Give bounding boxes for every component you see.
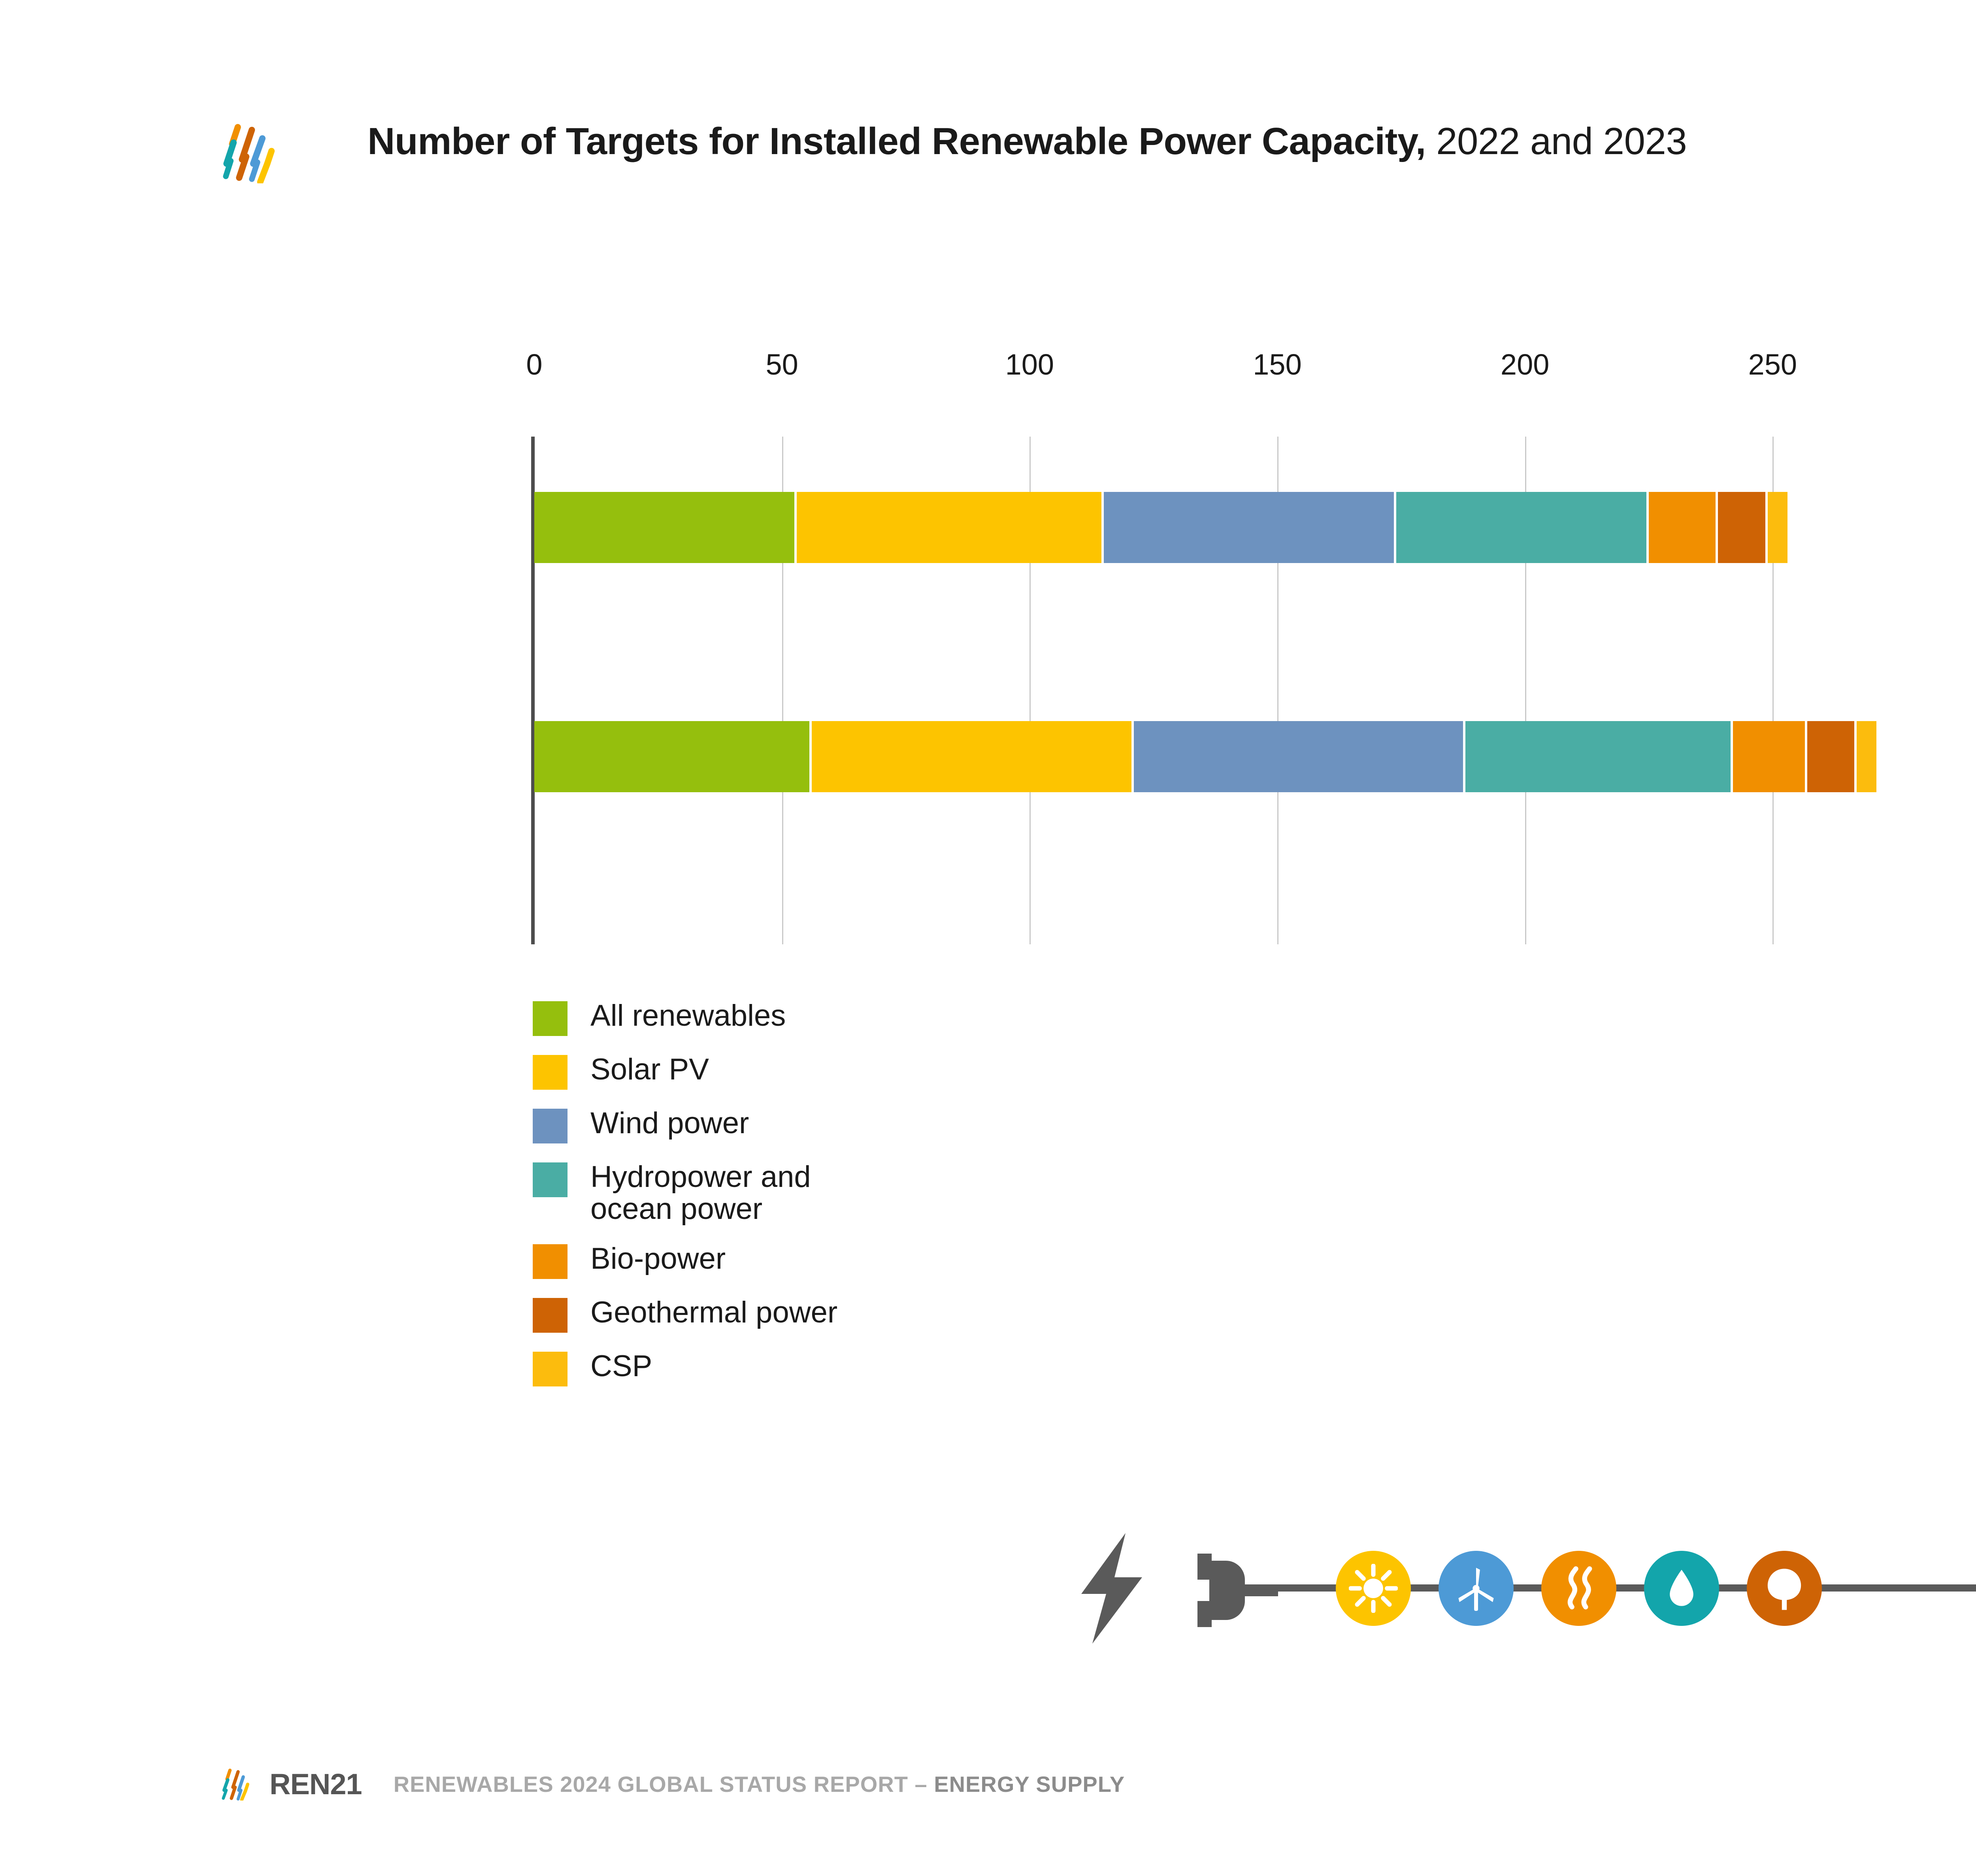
legend-label: Hydropower and ocean power [590, 1160, 811, 1226]
wind-turbine-icon [1439, 1551, 1514, 1626]
bar-segment [1133, 721, 1466, 792]
gridline [1277, 437, 1278, 944]
bar-segment [1104, 492, 1396, 563]
legend-swatch [533, 1351, 568, 1386]
x-tick-label: 250 [1748, 348, 1797, 381]
legend-swatch [533, 1162, 568, 1197]
icon-strip [1067, 1525, 1976, 1652]
stacked-bar-chart: 050100150200250300 Number of targets Exi… [526, 348, 1976, 944]
chart-legend: All renewables Solar PV Wind power Hydropow… [533, 1000, 1086, 1404]
header: Number of Targets for Installed Renewabl… [221, 115, 1976, 194]
x-tick-label: 100 [1005, 348, 1054, 381]
page-title: Number of Targets for Installed Renewabl… [368, 122, 1687, 160]
gridline [1772, 437, 1774, 944]
bar-2022 [534, 492, 1787, 563]
legend-item[interactable]: CSP [533, 1350, 1086, 1386]
legend-label: Solar PV [590, 1053, 709, 1086]
legend-item[interactable]: Geothermal power [533, 1296, 1086, 1333]
lightning-bolt-icon [1081, 1533, 1142, 1644]
legend-item[interactable]: Hydropower and ocean power [533, 1161, 1086, 1225]
bar-segment [811, 721, 1134, 792]
solar-sun-icon [1336, 1551, 1411, 1626]
bar-segment [1767, 492, 1787, 563]
bar-segment [797, 492, 1104, 563]
footer: REN21 RENEWABLES 2024 GLOBAL STATUS REPO… [221, 1760, 1125, 1808]
footer-logo-text: REN21 [270, 1767, 362, 1801]
legend-label: Bio-power [590, 1241, 726, 1275]
legend-swatch [533, 1055, 568, 1090]
page-title-bold: Number of Targets for Installed Renewabl… [368, 120, 1426, 162]
gridline [1029, 437, 1031, 944]
bar-2023 [534, 721, 1877, 792]
geothermal-waves-icon [1541, 1551, 1616, 1626]
footer-caption-bold: ENERGY SUPPLY [934, 1771, 1125, 1797]
x-tick-label: 50 [766, 348, 798, 381]
legend-label: Geothermal power [590, 1295, 838, 1329]
legend-label: Wind power [590, 1106, 749, 1140]
legend-swatch [533, 1298, 568, 1333]
bar-segment [534, 721, 812, 792]
legend-swatch [533, 1244, 568, 1279]
bar-segment [1396, 492, 1649, 563]
bar-segment [1465, 721, 1733, 792]
bar-segment [1807, 721, 1857, 792]
power-plug-icon [1197, 1554, 1278, 1627]
page-title-regular: 2022 and 2023 [1425, 120, 1687, 162]
legend-item[interactable]: Solar PV [533, 1053, 1086, 1090]
bar-segment [1857, 721, 1877, 792]
ren21-footer-mark-icon [222, 1769, 249, 1801]
legend-swatch [533, 1001, 568, 1036]
legend-item[interactable]: Bio-power [533, 1241, 1086, 1279]
water-drop-icon [1644, 1551, 1719, 1626]
ren21-logo-mark-icon [223, 124, 275, 183]
legend-label: CSP [590, 1349, 652, 1383]
plot-area [534, 437, 1976, 944]
bar-segment [534, 492, 797, 563]
biomass-tree-icon [1747, 1551, 1822, 1626]
x-tick-label: 150 [1253, 348, 1302, 381]
legend-swatch [533, 1109, 568, 1143]
gridline [782, 437, 783, 944]
y-axis-line [531, 437, 535, 944]
legend-item[interactable]: Wind power [533, 1107, 1086, 1143]
bar-segment [1648, 492, 1718, 563]
footer-caption: RENEWABLES 2024 GLOBAL STATUS REPORT – E… [394, 1771, 1125, 1797]
legend-item[interactable]: All renewables [533, 1000, 1086, 1036]
x-tick-label: 200 [1500, 348, 1550, 381]
x-tick-label: 0 [526, 348, 543, 381]
gridline [1525, 437, 1526, 944]
bar-segment [1733, 721, 1808, 792]
bar-segment [1718, 492, 1768, 563]
legend-label: All renewables [590, 999, 786, 1032]
footer-caption-regular: RENEWABLES 2024 GLOBAL STATUS REPORT – [393, 1771, 934, 1797]
